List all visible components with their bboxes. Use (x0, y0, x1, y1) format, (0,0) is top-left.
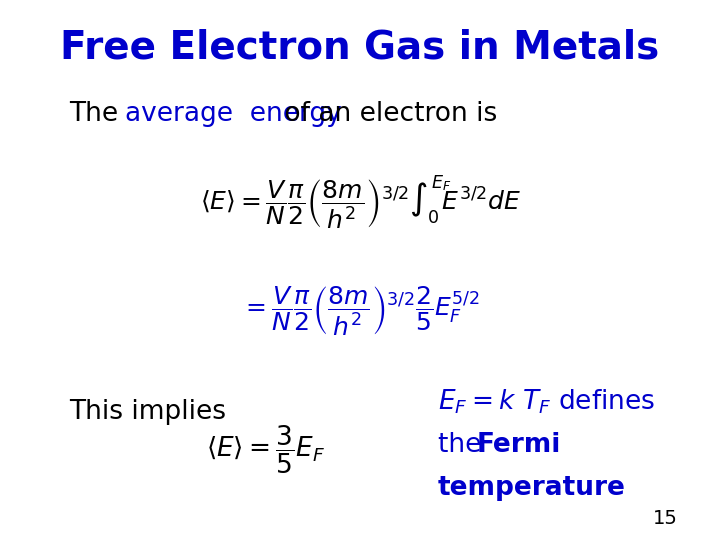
Text: temperature: temperature (438, 475, 626, 501)
Text: $= \dfrac{V}{N} \dfrac{\pi}{2} \left(\dfrac{8m}{h^2}\right)^{3/2} \dfrac{2}{5} E: $= \dfrac{V}{N} \dfrac{\pi}{2} \left(\df… (240, 284, 480, 337)
Text: of an electron is: of an electron is (276, 101, 497, 127)
Text: Free Electron Gas in Metals: Free Electron Gas in Metals (60, 28, 660, 66)
Text: $\langle E \rangle = \dfrac{V}{N} \dfrac{\pi}{2} \left(\dfrac{8m}{h^2}\right)^{3: $\langle E \rangle = \dfrac{V}{N} \dfrac… (199, 174, 521, 232)
Text: Fermi: Fermi (476, 431, 561, 457)
Text: This implies: This implies (69, 400, 226, 426)
Text: $E_F = k\ T_F$ defines: $E_F = k\ T_F$ defines (438, 387, 655, 416)
Text: the: the (438, 431, 490, 457)
Text: $\langle E \rangle = \dfrac{3}{5} E_F$: $\langle E \rangle = \dfrac{3}{5} E_F$ (206, 424, 325, 476)
Text: average  energy: average energy (125, 101, 341, 127)
Text: 15: 15 (653, 509, 678, 528)
Text: The: The (69, 101, 127, 127)
